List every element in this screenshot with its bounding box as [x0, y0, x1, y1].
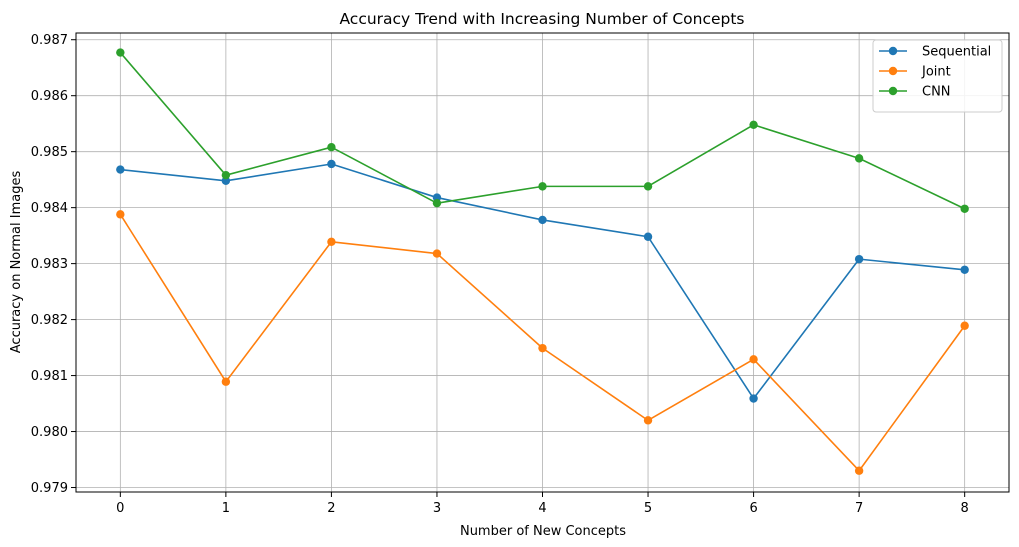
data-point-joint: [116, 210, 125, 219]
x-tick-label: 4: [538, 501, 546, 516]
x-tick-label: 7: [855, 501, 863, 516]
data-point-sequential: [854, 254, 864, 264]
data-point-cnn: [432, 198, 442, 208]
data-point-joint: [432, 249, 442, 258]
y-tick-label: 0.981: [31, 369, 68, 384]
legend-label: CNN: [922, 85, 951, 100]
series-sequential: [116, 159, 969, 403]
legend: Sequential Joint CNN: [872, 39, 1003, 113]
legend-label: Sequential: [922, 45, 991, 60]
data-point-joint: [538, 343, 547, 353]
data-point-sequential: [643, 232, 653, 241]
x-tick-label: 1: [222, 501, 230, 516]
data-point-cnn: [538, 182, 547, 191]
x-tick-label: 8: [961, 501, 969, 516]
x-tick-label: 0: [116, 501, 124, 516]
data-point-sequential: [538, 215, 547, 225]
chart-title: Accuracy Trend with Increasing Number of…: [339, 10, 744, 28]
data-point-joint: [221, 377, 231, 386]
data-point-joint: [749, 355, 758, 364]
data-point-sequential: [116, 165, 125, 174]
data-point-sequential: [749, 394, 758, 403]
legend-label: Joint: [921, 65, 951, 80]
data-point-cnn: [854, 154, 864, 163]
y-tick-label: 0.984: [31, 201, 68, 216]
series-cnn: [116, 48, 969, 213]
data-point-cnn: [749, 120, 758, 129]
y-axis-label: Accuracy on Normal Images: [9, 171, 24, 354]
legend-item-cnn: CNN: [879, 85, 951, 100]
data-point-cnn: [221, 170, 231, 180]
x-tick-label: 6: [749, 501, 757, 516]
series-group: [116, 48, 969, 475]
axes: 0 1 2 3 4 5 6 7 8 0.979 0.980 0.981 0.982 0.983 0.984 0…: [31, 33, 969, 516]
data-point-sequential: [960, 265, 969, 274]
x-tick-label: 3: [433, 501, 441, 516]
data-point-joint: [854, 466, 864, 475]
y-tick-label: 0.985: [31, 145, 68, 160]
x-axis-label: Number of New Concepts: [460, 524, 626, 539]
y-tick-label: 0.982: [31, 313, 68, 328]
data-point-cnn: [643, 182, 653, 191]
data-point-joint: [960, 321, 969, 330]
series-joint: [116, 210, 969, 475]
x-tick-label: 5: [644, 501, 652, 516]
data-point-cnn: [960, 204, 969, 213]
y-tick-label: 0.983: [31, 257, 68, 272]
legend-marker-swatch: [888, 66, 898, 76]
legend-marker-swatch: [888, 86, 898, 96]
legend-item-joint: Joint: [879, 65, 951, 80]
data-point-cnn: [116, 48, 125, 57]
y-tick-label: 0.979: [31, 481, 68, 496]
y-tick-label: 0.980: [31, 425, 68, 440]
data-point-cnn: [327, 142, 336, 152]
y-tick-label: 0.986: [31, 89, 68, 104]
data-point-sequential: [327, 159, 336, 169]
data-point-joint: [643, 416, 653, 425]
data-point-joint: [327, 237, 336, 246]
legend-marker-swatch: [888, 46, 898, 56]
legend-item-sequential: Sequential: [879, 45, 991, 60]
legend-box: [872, 39, 1003, 113]
y-tick-label: 0.987: [31, 33, 68, 48]
x-tick-label: 2: [327, 501, 335, 516]
